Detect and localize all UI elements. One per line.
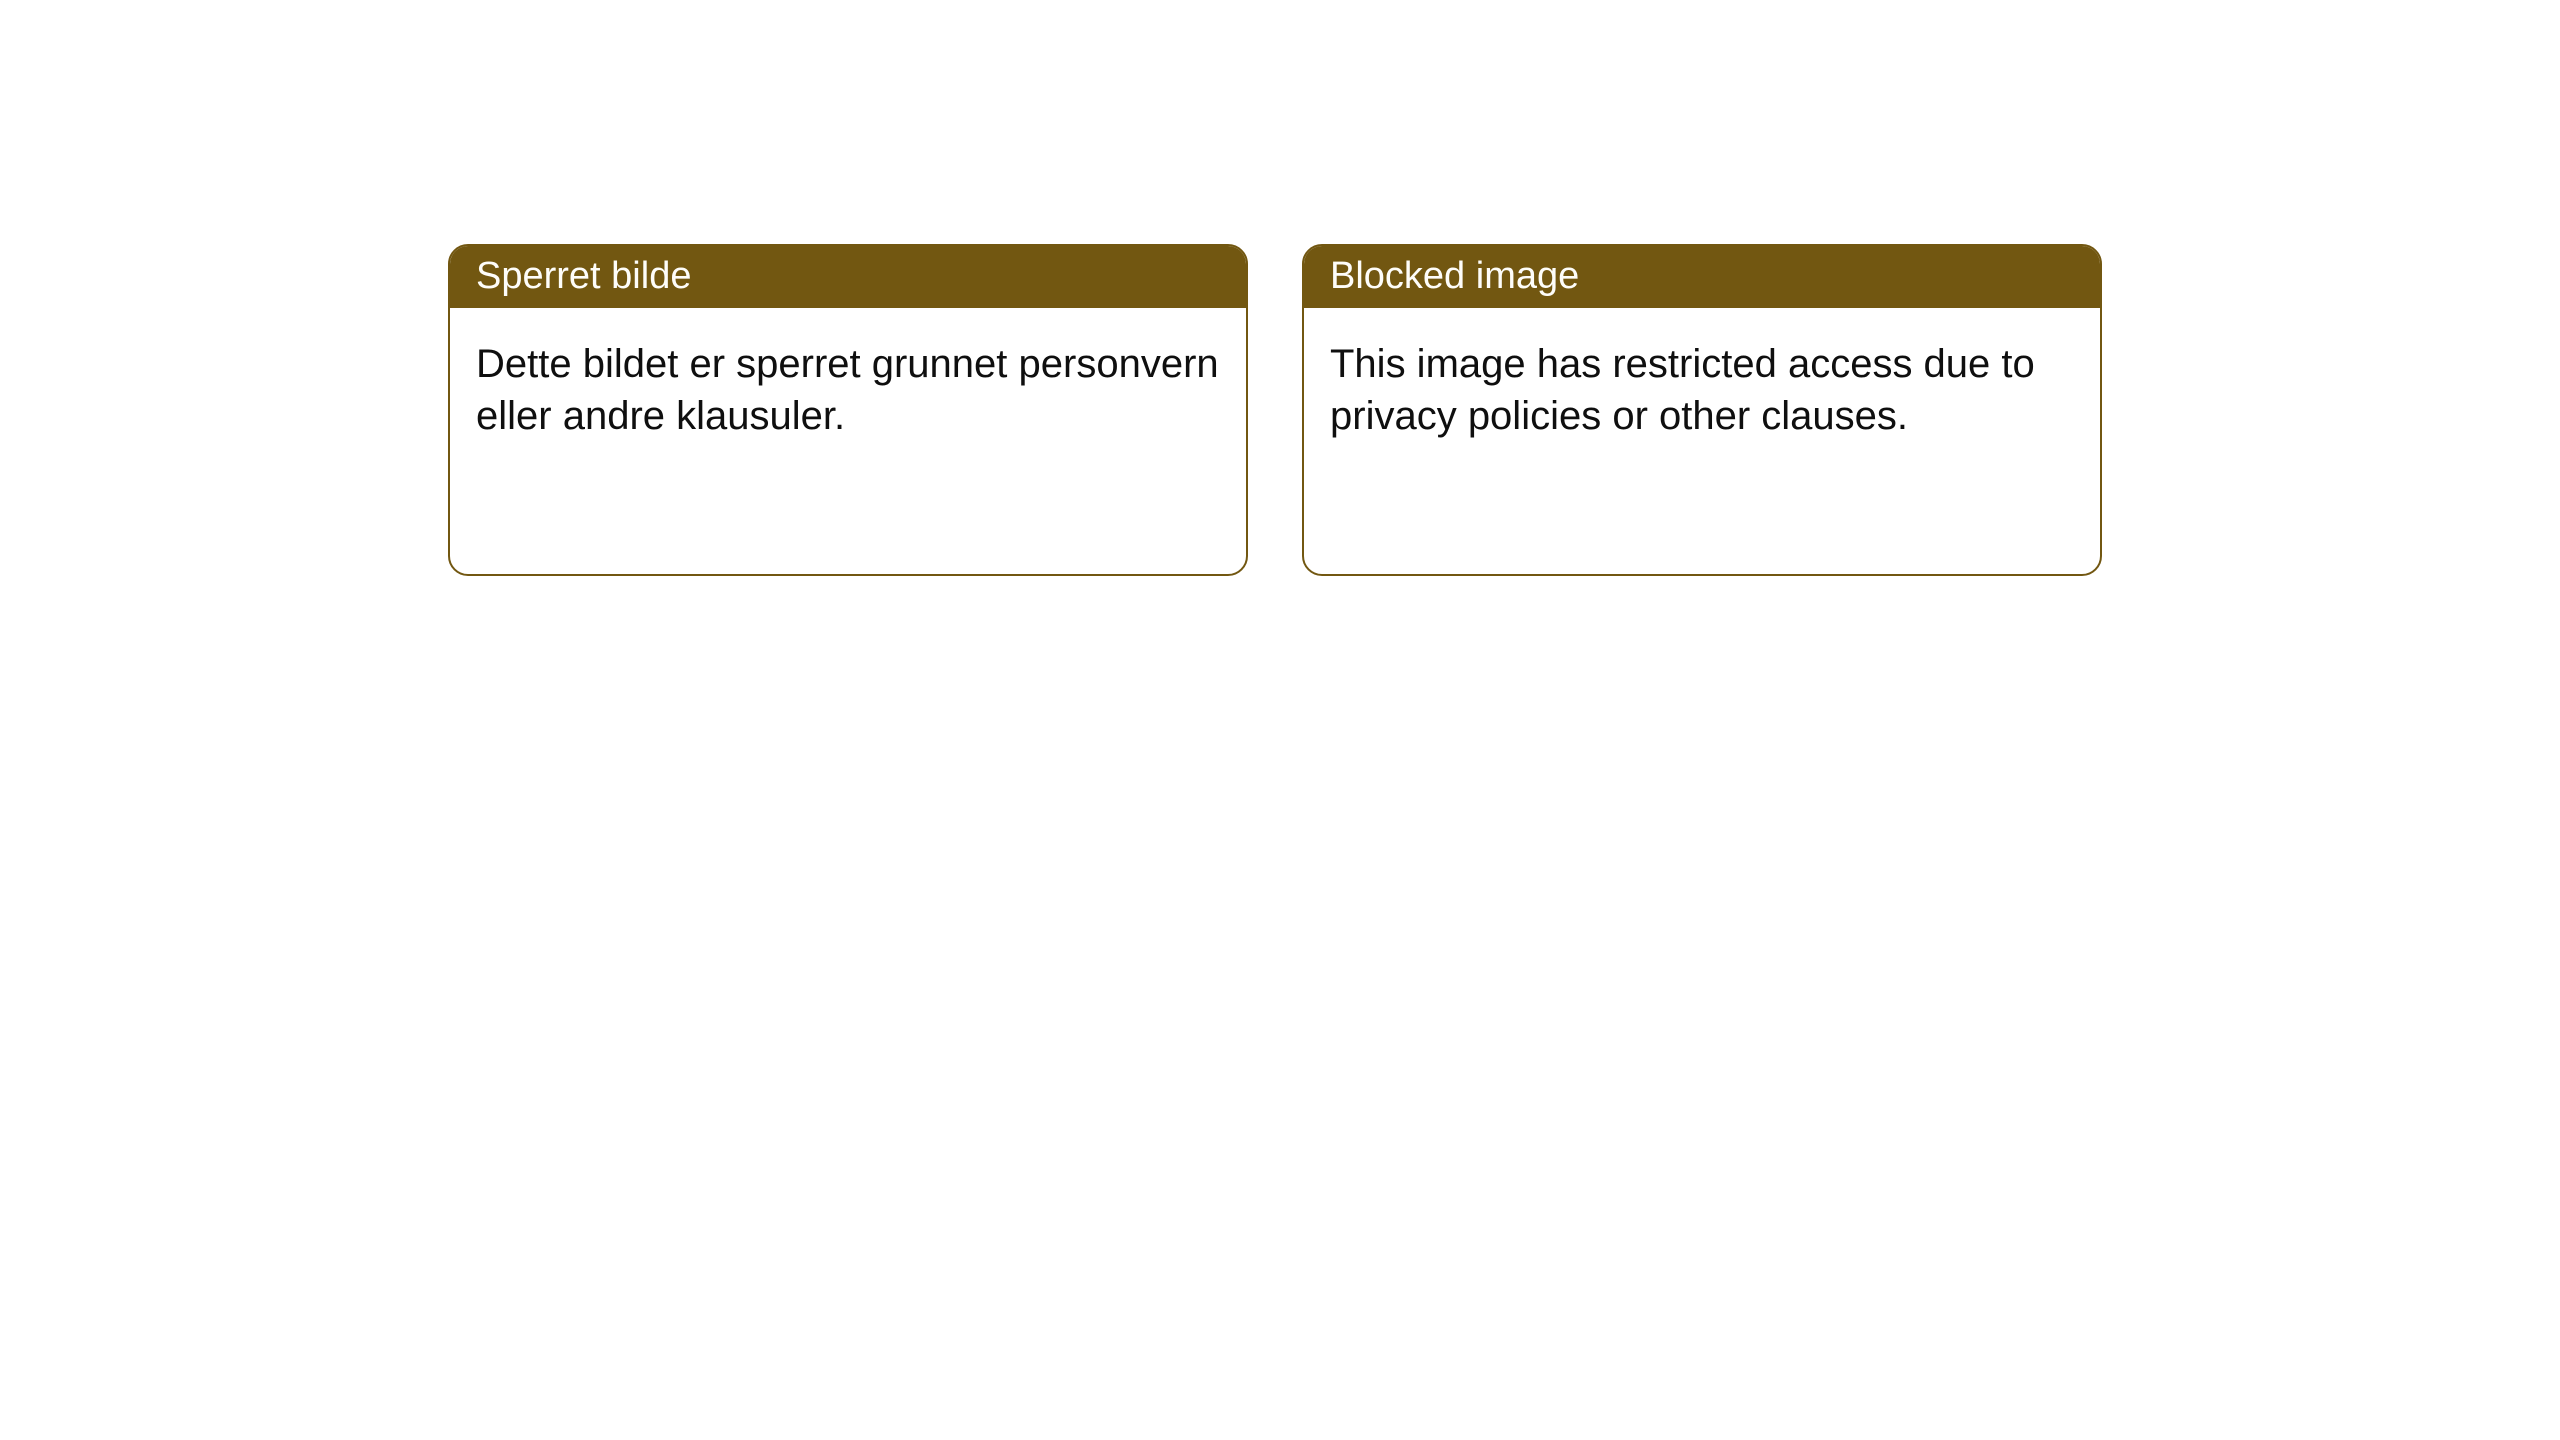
panel-english: Blocked image This image has restricted … [1302, 244, 2102, 576]
panel-norwegian-title: Sperret bilde [450, 246, 1246, 308]
panel-english-title: Blocked image [1304, 246, 2100, 308]
notice-container: Sperret bilde Dette bildet er sperret gr… [448, 244, 2102, 576]
panel-norwegian-body: Dette bildet er sperret grunnet personve… [450, 308, 1246, 472]
panel-english-body: This image has restricted access due to … [1304, 308, 2100, 472]
panel-norwegian: Sperret bilde Dette bildet er sperret gr… [448, 244, 1248, 576]
